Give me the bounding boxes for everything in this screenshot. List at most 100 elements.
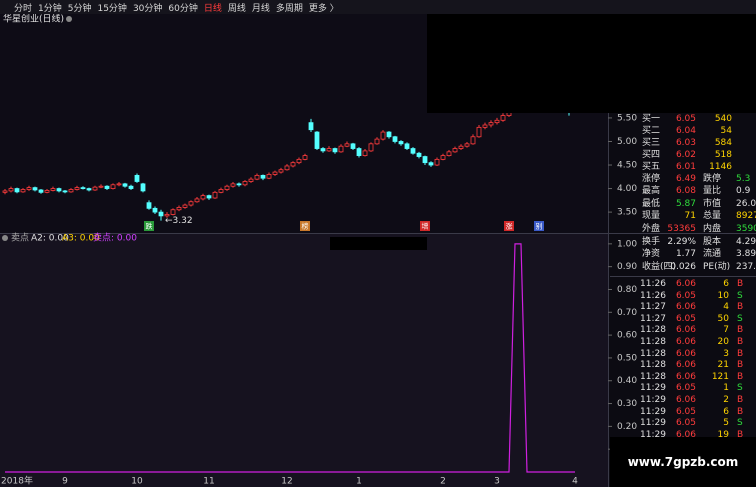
x-tick-label: 9: [62, 477, 68, 487]
trade-time: 11:26: [640, 290, 666, 301]
tab[interactable]: 分时: [14, 3, 33, 14]
stat-label: 内盘: [703, 223, 722, 234]
candle-body: [32, 187, 38, 191]
candle-body: [422, 156, 428, 164]
y-tick-label: 3.50: [617, 208, 637, 218]
trade-time: 11:28: [640, 371, 666, 382]
candle-body: [476, 126, 482, 138]
tab[interactable]: 更多 〉: [308, 3, 339, 14]
trade-price: 6.06: [675, 395, 696, 405]
trade-volume: 6: [723, 406, 729, 417]
candle-body: [170, 209, 176, 215]
tab[interactable]: 周线: [227, 3, 246, 14]
trade-price: 6.06: [675, 429, 696, 440]
trade-price: 6.06: [675, 371, 696, 382]
candle-body: [206, 195, 212, 199]
trade-price: 6.06: [675, 279, 696, 289]
trade-price: 6.05: [675, 290, 696, 301]
indicator-name: 卖点: [11, 233, 29, 244]
trade-volume: 50: [717, 313, 729, 324]
stat-value: 53365: [667, 223, 696, 234]
candle-body: [464, 143, 470, 147]
tab[interactable]: 60分钟: [168, 3, 198, 14]
candle-body: [74, 187, 80, 190]
tab[interactable]: 日线: [203, 3, 222, 14]
legend-entry: 卖点: 0.00: [93, 233, 137, 244]
event-badge: [420, 221, 430, 231]
candle-body: [410, 148, 416, 154]
candle-body: [458, 145, 464, 149]
candle-body: [68, 189, 74, 193]
trade-time: 11:26: [640, 279, 666, 289]
trade-side: S: [737, 313, 743, 324]
candle-body: [218, 189, 224, 193]
trade-volume: 2: [723, 395, 729, 405]
tab[interactable]: 30分钟: [132, 3, 163, 14]
tab[interactable]: 15分钟: [97, 3, 127, 14]
stat-label: 现量: [642, 211, 661, 222]
trade-time: 11:28: [640, 337, 666, 347]
trade-price: 6.05: [675, 406, 696, 417]
stat-label: 股本: [703, 237, 722, 247]
candle-body: [488, 122, 494, 126]
trade-price: 6.06: [675, 360, 696, 371]
bid-price: 6.05: [675, 114, 696, 124]
trade-volume: 10: [717, 290, 729, 301]
candle-body: [248, 178, 254, 182]
candle-body: [350, 143, 356, 149]
signal-line: [5, 243, 575, 473]
y-tick-label: 5.50: [617, 113, 637, 123]
tab[interactable]: 1分钟: [38, 3, 62, 14]
event-label: 跌: [146, 222, 153, 231]
candle-body: [302, 155, 308, 160]
tab[interactable]: 多周期: [275, 3, 303, 14]
bid-volume: 1146: [709, 162, 732, 172]
tab[interactable]: 月线: [251, 3, 270, 14]
candle-body: [440, 155, 446, 160]
y-tick-label: 0.30: [617, 399, 637, 409]
stat-value: 8927: [736, 211, 756, 222]
trade-price: 6.05: [675, 418, 696, 429]
candle-body: [212, 191, 218, 199]
stat-label: 换手: [642, 237, 661, 247]
stat-label: 净资: [642, 249, 661, 260]
stat-value: 4.29亿: [736, 237, 756, 247]
indicator-panel: [0, 234, 608, 487]
trade-volume: 19: [717, 429, 729, 440]
event-badge: [534, 221, 544, 231]
bid-label: 买四: [642, 150, 661, 160]
bid-price: 6.01: [675, 162, 696, 172]
trade-price: 6.06: [675, 337, 696, 347]
candle-body: [314, 131, 320, 149]
candle-body: [236, 183, 242, 186]
stat-value: 3.89亿: [736, 249, 756, 260]
bid-label: 买一: [642, 114, 661, 124]
candle-body: [92, 186, 98, 191]
stat-value: 3590: [736, 223, 756, 234]
toolbar: 分时 1分钟 5分钟 15分钟 30分钟 60分钟 日线 周线 月线 多周期 更多 〉: [0, 0, 756, 14]
stat-value: 1.77: [675, 249, 696, 260]
y-tick-label: 5.00: [617, 137, 637, 147]
bid-label: 买三: [642, 138, 661, 148]
candle-body: [128, 185, 134, 189]
x-tick-label: 1: [356, 477, 362, 487]
y-tick-label: 1.00: [617, 239, 637, 249]
trade-side: S: [737, 418, 743, 429]
watermark: www.7gpzb.com: [610, 437, 756, 487]
candle-body: [290, 162, 296, 167]
candle-body: [266, 174, 272, 179]
bid-price: 6.03: [675, 138, 696, 148]
candle-body: [50, 188, 56, 191]
candle-body: [362, 150, 368, 157]
bid-price: 6.02: [675, 150, 696, 160]
trade-side: S: [737, 290, 743, 301]
annotation: ←3.32: [165, 216, 193, 226]
candle-body: [320, 148, 326, 152]
bid-volume: 584: [714, 138, 732, 148]
candle-body: [62, 190, 68, 193]
tab[interactable]: 5分钟: [67, 3, 92, 14]
trade-price: 6.05: [675, 383, 696, 394]
candle-body: [98, 185, 104, 188]
trade-side: B: [737, 302, 744, 313]
